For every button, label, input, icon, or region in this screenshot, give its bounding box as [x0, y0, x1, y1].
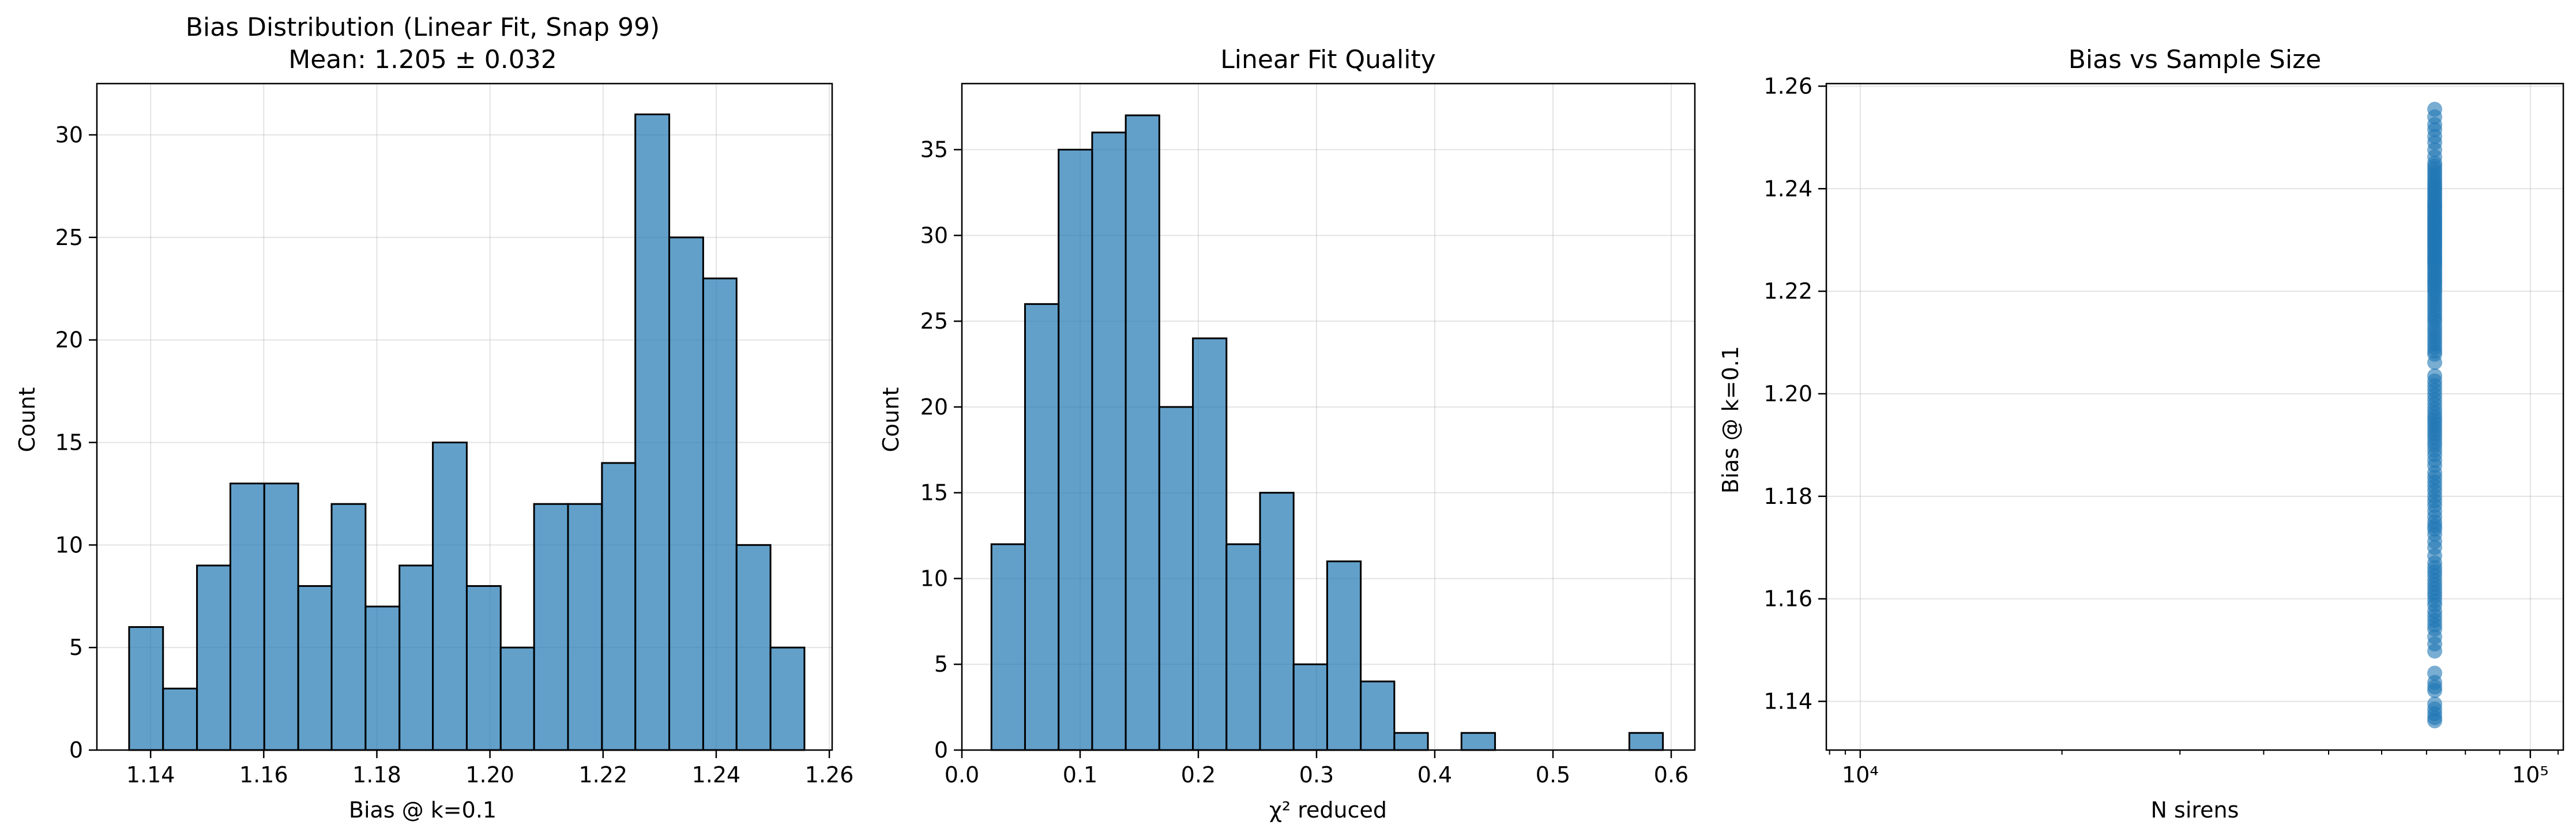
y-tick-label: 1.14 [1763, 689, 1812, 714]
x-tick-label: 0.1 [1063, 762, 1097, 788]
x-tick-label: 1.26 [805, 762, 854, 788]
histogram-bar [499, 646, 535, 751]
histogram-bar [229, 483, 265, 751]
histogram-bar [297, 585, 333, 751]
scatter-point [2427, 101, 2443, 117]
y-tick-label: 1.24 [1763, 176, 1812, 201]
y-tick-label: 1.18 [1763, 484, 1812, 509]
x-tick-label: 1.22 [578, 762, 627, 788]
histogram-bar [432, 441, 468, 751]
x-tick-label: 1.18 [352, 762, 401, 788]
histogram-bar [1058, 149, 1093, 751]
x-tick-label: 0.6 [1654, 762, 1688, 788]
y-tick-label: 15 [920, 480, 948, 506]
histogram-bar [702, 277, 738, 751]
x-tick-label: 10⁴ [1842, 762, 1879, 788]
histogram-bias-panel: 1.14 1.16 1.18 1.20 1.22 1.24 1.26 0 5 10 15 20 25 30… [14, 13, 853, 823]
chart-title: Linear Fit Quality [1220, 45, 1436, 74]
x-axis-label: χ² reduced [1269, 797, 1387, 823]
histogram-bar [1259, 492, 1295, 751]
y-tick-label: 5 [69, 635, 83, 660]
y-tick-label: 10 [920, 566, 948, 591]
scatter-point [2427, 696, 2443, 711]
y-tick-label: 1.20 [1763, 381, 1812, 406]
chart-title: Bias Distribution (Linear Fit, Snap 99) [186, 13, 660, 42]
histogram-bar [1326, 560, 1362, 751]
plot-area: 1.14 1.16 1.18 1.20 1.22 1.24 1.26 0 5 10 15 20 25 30 [55, 82, 854, 788]
y-tick-label: 25 [55, 225, 83, 250]
histogram-bar [1125, 114, 1160, 751]
chart-title: Bias vs Sample Size [2069, 45, 2322, 74]
histogram-bar [1225, 543, 1261, 751]
x-tick-label: 0.3 [1299, 762, 1334, 788]
histogram-bar [1360, 680, 1396, 751]
x-tick-label: 1.24 [692, 762, 741, 788]
x-axis-label: Bias @ k=0.1 [349, 797, 497, 823]
histogram-bar [1158, 406, 1194, 751]
histogram-bar [1460, 732, 1496, 751]
x-tick-label: 0.0 [945, 762, 979, 788]
scatter-point [2427, 665, 2443, 681]
histogram-bar [196, 564, 231, 751]
histogram-bar [533, 503, 569, 751]
y-tick-label: 5 [934, 651, 948, 677]
histogram-bar [465, 585, 502, 751]
y-tick-label: 1.22 [1763, 278, 1812, 304]
y-tick-label: 20 [55, 327, 83, 353]
y-tick-label: 0 [69, 737, 83, 763]
histogram-bar [990, 543, 1026, 751]
x-tick-label: 1.20 [465, 762, 514, 788]
histogram-bar [398, 564, 434, 751]
y-tick-label: 30 [920, 223, 948, 248]
scatter-bias-vs-size-panel: 10⁴ 10⁵ 1.14 1.16 1.18 1.20 1.22 1.24 1.26 Bias … [1718, 45, 2564, 823]
histogram-bar [1628, 732, 1664, 751]
histogram-bar [668, 236, 704, 751]
plot-area: 10⁴ 10⁵ 1.14 1.16 1.18 1.20 1.22 1.24 1.26 [1763, 73, 2564, 788]
histogram-bar [162, 687, 198, 751]
histogram-bar [634, 113, 671, 751]
x-tick-label: 1.16 [239, 762, 288, 788]
y-axis-label: Count [14, 387, 40, 453]
histogram-bar [601, 462, 637, 751]
x-axis-label: N sirens [2151, 797, 2239, 823]
histogram-bar [263, 483, 299, 751]
y-tick-label: 10 [55, 532, 83, 558]
y-tick-label: 35 [920, 137, 948, 163]
y-tick-label: 25 [920, 308, 948, 334]
y-axis-label: Bias @ k=0.1 [1718, 346, 1743, 494]
histogram-bar [769, 646, 806, 751]
x-tick-label: 0.4 [1417, 762, 1452, 788]
histogram-bar [1091, 131, 1127, 751]
y-tick-label: 1.26 [1763, 73, 1812, 99]
y-tick-label: 15 [55, 430, 83, 455]
histogram-bar [1393, 732, 1429, 751]
x-tick-label: 0.2 [1181, 762, 1216, 788]
histogram-bar [567, 503, 603, 751]
y-tick-label: 1.16 [1763, 586, 1812, 612]
axes-frame [96, 82, 833, 751]
histogram-bar [1024, 303, 1060, 751]
histogram-bar [128, 626, 164, 751]
x-tick-label: 1.14 [126, 762, 175, 788]
x-tick-label: 0.5 [1536, 762, 1570, 788]
y-axis-label: Count [878, 387, 904, 453]
histogram-bar [1292, 663, 1328, 751]
x-tick-label: 10⁵ [2512, 762, 2549, 788]
chart-subtitle: Mean: 1.205 ± 0.032 [288, 45, 556, 74]
y-tick-label: 0 [934, 737, 948, 763]
y-tick-label: 30 [55, 122, 83, 148]
histogram-chi2-panel: 0.0 0.1 0.2 0.3 0.4 0.5 0.6 0 5 10 15 20 25 30 35 Line… [878, 45, 1696, 823]
axes-frame [1825, 82, 2564, 751]
axes-frame [961, 82, 1696, 751]
plot-area: 0.0 0.1 0.2 0.3 0.4 0.5 0.6 0 5 10 15 20 25 30 35 [920, 82, 1696, 788]
histogram-bar [330, 503, 367, 751]
histogram-bar [735, 544, 772, 751]
scatter-point [2427, 368, 2443, 383]
histogram-bar [364, 605, 401, 751]
y-tick-label: 20 [920, 394, 948, 420]
histogram-bar [1192, 337, 1228, 751]
